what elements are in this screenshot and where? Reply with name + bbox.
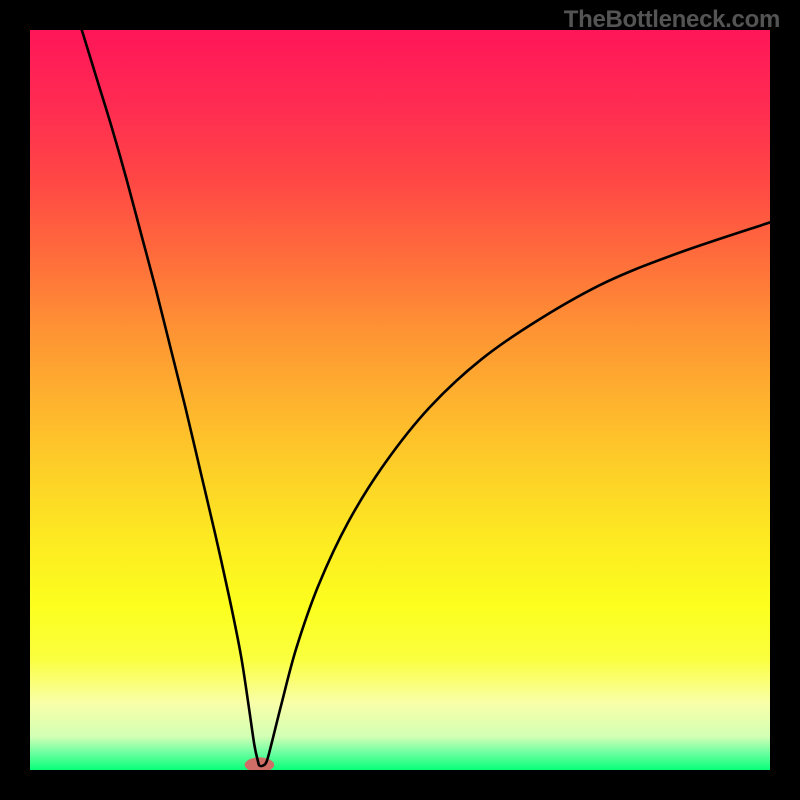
chart-svg	[0, 0, 800, 800]
plot-background	[30, 30, 770, 770]
bottleneck-chart: TheBottleneck.com	[0, 0, 800, 800]
